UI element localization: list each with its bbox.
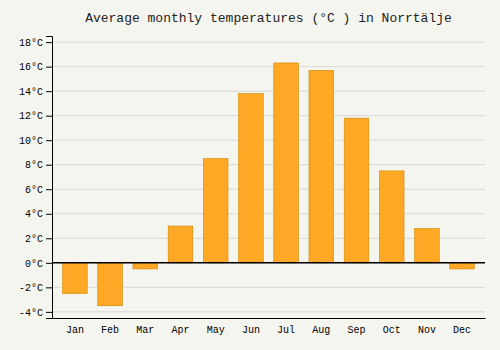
tick: 18°C bbox=[19, 38, 52, 49]
tick: Jun bbox=[242, 325, 260, 336]
tick-label: 18°C bbox=[19, 38, 43, 49]
tick-label: Apr bbox=[171, 325, 189, 336]
bar bbox=[63, 263, 88, 294]
tick: 12°C bbox=[19, 111, 52, 122]
bar bbox=[239, 94, 264, 263]
title: Average monthly temperatures (°C ) in No… bbox=[85, 11, 452, 26]
tick: 10°C bbox=[19, 136, 52, 147]
tick-label: Aug bbox=[312, 325, 330, 336]
grid-line bbox=[52, 66, 485, 67]
tick: 2°C bbox=[25, 234, 52, 245]
grid-line bbox=[52, 140, 485, 141]
tick-label: Jul bbox=[277, 325, 295, 336]
tick: 8°C bbox=[25, 160, 52, 171]
tick: -2°C bbox=[19, 283, 52, 294]
bar bbox=[309, 70, 334, 262]
grid-line bbox=[52, 115, 485, 116]
tick-label: 0°C bbox=[25, 259, 43, 270]
tick: 16°C bbox=[19, 62, 52, 73]
tick-mark bbox=[46, 214, 52, 215]
grid-line bbox=[52, 42, 485, 43]
chart: -4°C -2°C 0°C 2°C 4°C 6°C 8°C 10°C 12°C 14°C 16°C 1… bbox=[0, 0, 500, 350]
tick: 6°C bbox=[25, 185, 52, 196]
tick: Jan bbox=[66, 325, 84, 336]
bar bbox=[133, 263, 158, 269]
tick-label: 2°C bbox=[25, 234, 43, 245]
tick: Jul bbox=[277, 325, 295, 336]
tick-mark bbox=[46, 287, 52, 288]
tick: 14°C bbox=[19, 87, 52, 98]
tick: 4°C bbox=[25, 209, 52, 220]
x-axis: Jan Feb Mar Apr May Jun Jul Aug Sep Oct Nov Dec bbox=[53, 319, 486, 337]
tick: Aug bbox=[312, 325, 330, 336]
tick-label: 4°C bbox=[25, 209, 43, 220]
bar bbox=[450, 263, 475, 269]
bar bbox=[168, 226, 193, 263]
y-axis: -4°C -2°C 0°C 2°C 4°C 6°C 8°C 10°C 12°C 14°C 16°C 1… bbox=[19, 37, 53, 319]
tick: Mar bbox=[136, 325, 154, 336]
grid-line bbox=[52, 262, 485, 263]
tick-mark bbox=[46, 42, 52, 43]
grid-line bbox=[52, 164, 485, 165]
grid bbox=[52, 42, 485, 312]
bar bbox=[98, 263, 123, 306]
tick-label: Oct bbox=[383, 325, 401, 336]
tick-label: May bbox=[207, 325, 225, 336]
tick-label: 12°C bbox=[19, 111, 43, 122]
bar bbox=[274, 63, 299, 263]
tick: -4°C bbox=[19, 308, 52, 319]
tick-mark bbox=[46, 263, 52, 264]
tick-mark bbox=[46, 140, 52, 141]
tick-mark bbox=[46, 189, 52, 190]
tick-mark bbox=[46, 165, 52, 166]
tick-label: -4°C bbox=[19, 308, 43, 319]
tick-label: Nov bbox=[418, 325, 436, 336]
axis-line bbox=[53, 318, 486, 319]
tick-mark bbox=[46, 238, 52, 239]
tick-label: 8°C bbox=[25, 160, 43, 171]
tick-mark bbox=[46, 67, 52, 68]
tick-mark bbox=[46, 91, 52, 92]
tick-label: Jan bbox=[66, 325, 84, 336]
background bbox=[0, 0, 500, 350]
tick-label: 16°C bbox=[19, 62, 43, 73]
tick: Oct bbox=[383, 325, 401, 336]
tick-label: 6°C bbox=[25, 185, 43, 196]
zero-line bbox=[52, 262, 485, 264]
tick-mark bbox=[46, 116, 52, 117]
tick-label: -2°C bbox=[19, 283, 43, 294]
tick-label: Mar bbox=[136, 325, 154, 336]
tick-label: 14°C bbox=[19, 87, 43, 98]
tick: Apr bbox=[171, 325, 189, 336]
tick: May bbox=[207, 325, 225, 336]
tick-label: Sep bbox=[348, 325, 366, 336]
bar bbox=[203, 159, 228, 263]
tick-label: Feb bbox=[101, 325, 119, 336]
marks bbox=[52, 63, 485, 306]
grid-line bbox=[52, 213, 485, 214]
bar bbox=[379, 171, 404, 263]
tick: Nov bbox=[418, 325, 436, 336]
tick-mark bbox=[46, 312, 52, 313]
tick: Dec bbox=[453, 325, 471, 336]
bar bbox=[415, 228, 440, 262]
tick: 0°C bbox=[25, 259, 52, 270]
plot: -4°C -2°C 0°C 2°C 4°C 6°C 8°C 10°C 12°C 14°C 16°C 1… bbox=[19, 37, 486, 337]
axis-line bbox=[46, 37, 53, 319]
tick-label: 10°C bbox=[19, 136, 43, 147]
tick: Sep bbox=[348, 325, 366, 336]
tick-label: Dec bbox=[453, 325, 471, 336]
grid-line bbox=[52, 189, 485, 190]
bar bbox=[344, 118, 369, 263]
grid-line bbox=[52, 91, 485, 92]
tick: Feb bbox=[101, 325, 119, 336]
tick-label: Jun bbox=[242, 325, 260, 336]
grid-line bbox=[52, 311, 485, 312]
